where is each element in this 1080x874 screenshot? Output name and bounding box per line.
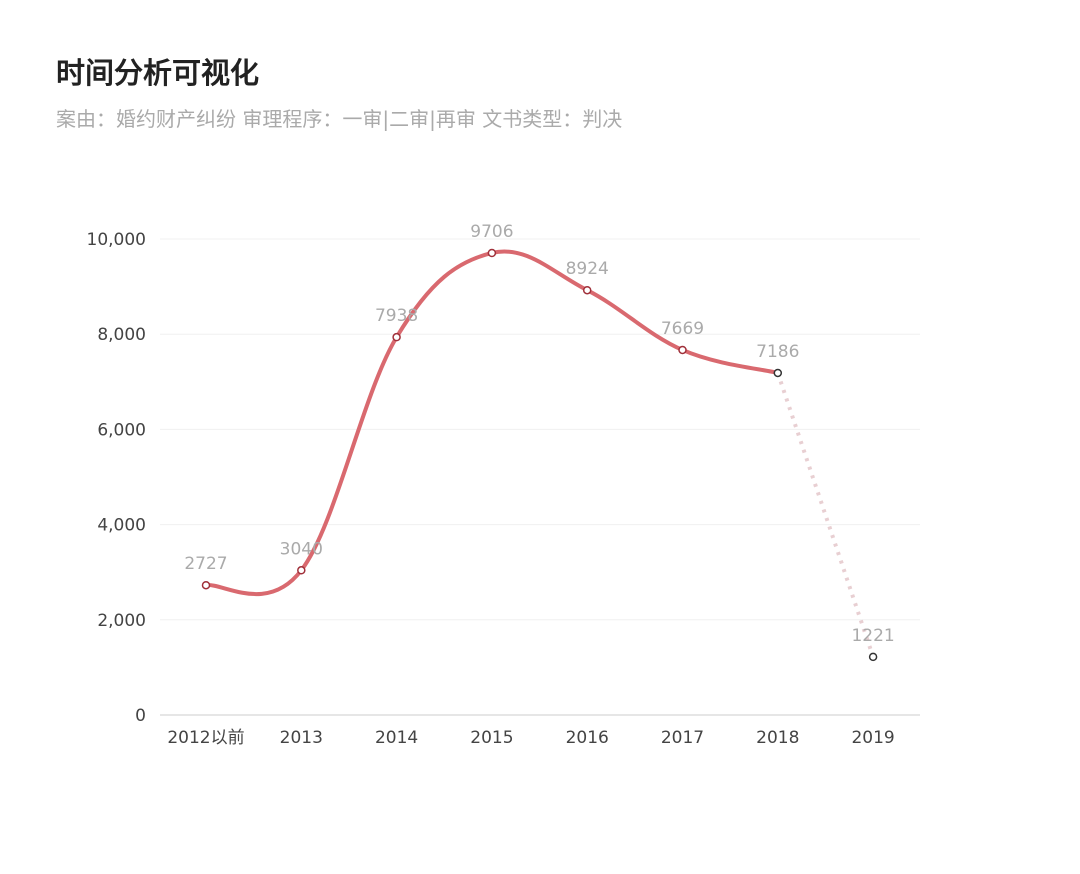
y-tick-label: 6,000 bbox=[97, 420, 146, 440]
data-label: 8924 bbox=[566, 259, 609, 279]
data-point bbox=[201, 580, 211, 590]
data-label: 2727 bbox=[184, 554, 227, 574]
data-point bbox=[678, 345, 687, 355]
x-tick-label: 2018 bbox=[756, 728, 799, 748]
y-tick-label: 8,000 bbox=[97, 325, 146, 345]
x-tick-label: 2019 bbox=[851, 728, 894, 748]
data-point bbox=[487, 248, 497, 258]
x-tick-label: 2014 bbox=[375, 728, 418, 748]
data-point bbox=[582, 285, 592, 295]
x-tick-label: 2012以前 bbox=[167, 728, 244, 748]
data-label: 7669 bbox=[661, 319, 704, 339]
data-label: 1221 bbox=[851, 626, 894, 646]
data-label: 3040 bbox=[280, 539, 323, 559]
data-point bbox=[297, 566, 306, 575]
y-tick-label: 10,000 bbox=[87, 230, 146, 250]
page-title: 时间分析可视化 bbox=[56, 56, 260, 90]
page-subtitle: 案由：婚约财产纠纷 审理程序：一审|二审|再审 文书类型：判决 bbox=[56, 107, 623, 131]
data-label: 7938 bbox=[375, 306, 418, 326]
data-point bbox=[392, 332, 401, 342]
data-label: 9706 bbox=[470, 222, 513, 242]
x-tick-label: 2013 bbox=[280, 728, 323, 748]
x-tick-label: 2016 bbox=[566, 728, 609, 748]
x-tick-label: 2017 bbox=[661, 728, 704, 748]
y-tick-label: 4,000 bbox=[97, 516, 146, 536]
series-line-dashed bbox=[775, 372, 875, 658]
data-label: 7186 bbox=[756, 342, 799, 362]
y-tick-label: 2,000 bbox=[97, 611, 146, 631]
data-point bbox=[868, 652, 878, 662]
y-tick-label: 0 bbox=[135, 706, 146, 726]
data-point bbox=[773, 368, 783, 378]
x-tick-label: 2015 bbox=[470, 728, 513, 748]
